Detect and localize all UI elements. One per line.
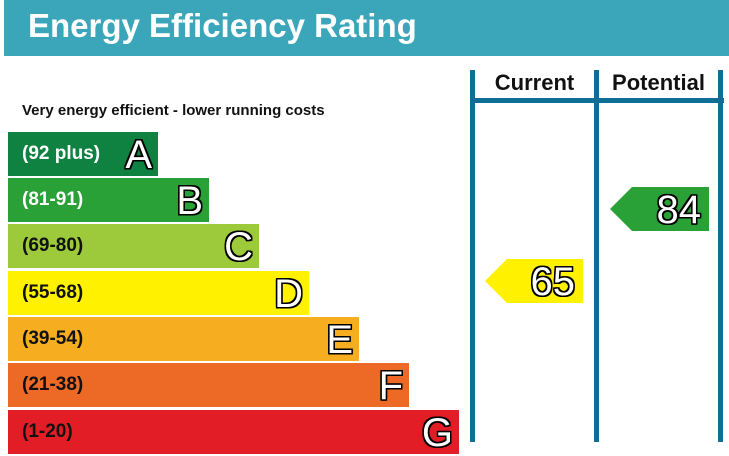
title-bar: Energy Efficiency Rating (4, 0, 729, 56)
band-letter: C (224, 225, 253, 269)
band-bar-f: (21-38) F (8, 363, 409, 408)
band-range: (55-68) (22, 282, 84, 303)
potential-arrow-shape (610, 187, 709, 231)
band-bar-c: (69-80) C (8, 224, 259, 269)
current-rating-value: 65 (530, 260, 576, 304)
band-letter: F (378, 364, 403, 408)
band-letter: G (421, 411, 453, 455)
chart-title: Energy Efficiency Rating (28, 7, 417, 44)
band-range: (21-38) (22, 374, 84, 395)
current-column-header: Current (494, 70, 575, 95)
potential-column-header: Potential (612, 70, 705, 95)
current-rating-arrow: 65 (485, 259, 583, 304)
header-divider (470, 98, 724, 103)
band-range: (69-80) (22, 235, 84, 256)
band-bar-e: (39-54) E (8, 317, 359, 362)
band-range: (39-54) (22, 328, 84, 349)
column-divider-middle (594, 70, 599, 442)
band-letter: B (176, 179, 203, 223)
band-range: (81-91) (22, 189, 84, 210)
column-divider-right (718, 70, 723, 442)
band-letter: A (125, 133, 152, 177)
band-bar-d: (55-68) D (8, 271, 309, 316)
potential-rating-arrow: 84 (610, 187, 709, 232)
band-bar-g: (1-20) G (8, 410, 459, 455)
band-letter: E (326, 318, 353, 362)
band-bar-a: (92 plus) A (8, 132, 158, 177)
current-arrow-shape (485, 259, 583, 303)
band-letter: D (274, 272, 303, 316)
band-range: (1-20) (22, 421, 73, 442)
chart-subtitle: Very energy efficient - lower running co… (22, 102, 325, 119)
band-range: (92 plus) (22, 143, 101, 164)
band-bar-b: (81-91) B (8, 178, 209, 223)
column-divider-left (470, 70, 475, 442)
potential-rating-value: 84 (656, 188, 702, 232)
